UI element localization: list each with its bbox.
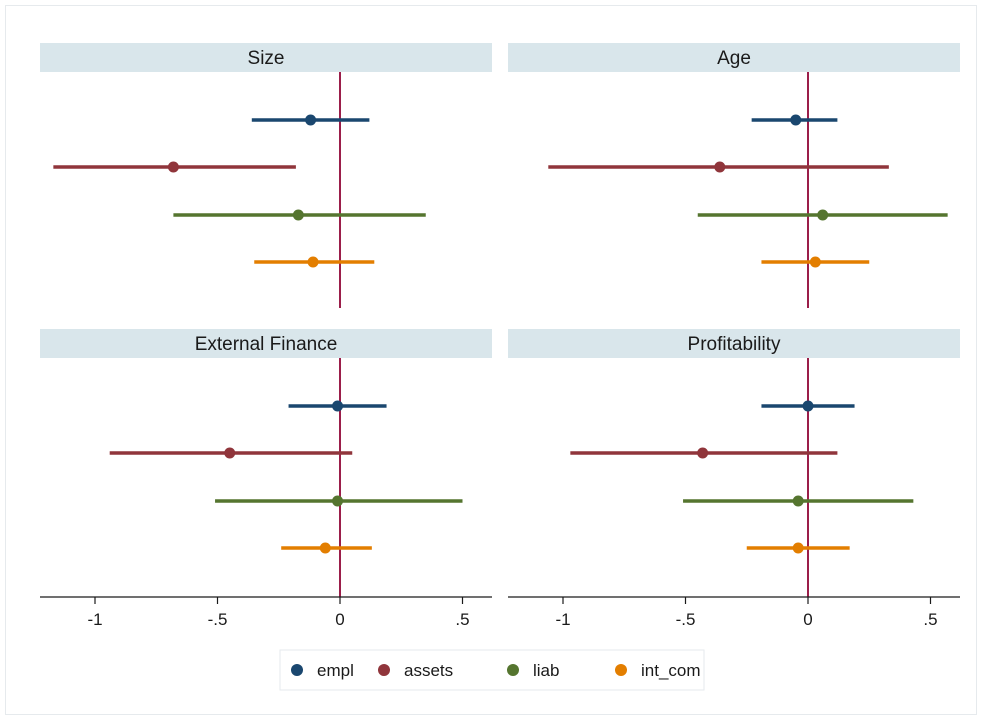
legend-marker-liab: [507, 664, 519, 676]
x-tick-label: 0: [335, 610, 344, 629]
figure-border: [5, 5, 977, 715]
panel-title: External Finance: [195, 334, 338, 355]
point-estimate-liab: [292, 209, 304, 221]
legend-marker-int_com: [615, 664, 627, 676]
point-estimate-empl: [305, 114, 317, 126]
point-estimate-liab: [792, 495, 804, 507]
x-tick-label: -1: [87, 610, 102, 629]
legend: empl assets liab int_com: [279, 649, 705, 691]
legend-item-assets: assets: [378, 661, 453, 680]
point-estimate-int_com: [809, 256, 821, 268]
panel-title-band: [508, 329, 960, 358]
legend-item-int_com: int_com: [615, 661, 701, 680]
point-estimate-empl: [332, 400, 344, 412]
panel-profitability: Profitability -1 -.5 0 .5: [508, 329, 960, 629]
legend-label-assets: assets: [404, 661, 453, 680]
legend-marker-assets: [378, 664, 390, 676]
point-estimate-int_com: [319, 542, 331, 554]
point-estimate-int_com: [792, 542, 804, 554]
point-estimate-assets: [167, 161, 179, 173]
legend-item-empl: empl: [291, 661, 354, 680]
x-tick-label: 0: [803, 610, 812, 629]
x-tick-label: .5: [455, 610, 469, 629]
point-estimate-liab: [817, 209, 829, 221]
panel-title: Profitability: [688, 334, 781, 355]
point-estimate-liab: [332, 495, 344, 507]
panel-title-band: [40, 329, 492, 358]
x-tick-label: -.5: [676, 610, 696, 629]
legend-item-liab: liab: [507, 661, 559, 680]
panel-external-finance: External Finance -1 -.5 0 .5: [40, 329, 492, 629]
panel-title-band: [508, 43, 960, 72]
point-estimate-empl: [790, 114, 802, 126]
panel-age: Age: [508, 43, 960, 308]
legend-label-empl: empl: [317, 661, 354, 680]
x-axis-external-finance: -1 -.5 0 .5: [40, 596, 492, 629]
point-estimate-assets: [697, 447, 709, 459]
x-tick-label: .5: [923, 610, 937, 629]
panel-size: Size: [40, 43, 492, 308]
point-estimate-assets: [224, 447, 236, 459]
panel-title: Age: [717, 48, 751, 69]
panel-title-band: [40, 43, 492, 72]
legend-box: [279, 649, 705, 691]
x-tick-label: -.5: [208, 610, 228, 629]
legend-label-int_com: int_com: [641, 661, 701, 680]
x-axis-profitability: -1 -.5 0 .5: [508, 596, 960, 629]
panel-title: Size: [248, 48, 285, 69]
point-estimate-int_com: [307, 256, 319, 268]
point-estimate-empl: [802, 400, 814, 412]
legend-label-liab: liab: [533, 661, 559, 680]
legend-marker-empl: [291, 664, 303, 676]
point-estimate-assets: [714, 161, 726, 173]
x-tick-label: -1: [555, 610, 570, 629]
